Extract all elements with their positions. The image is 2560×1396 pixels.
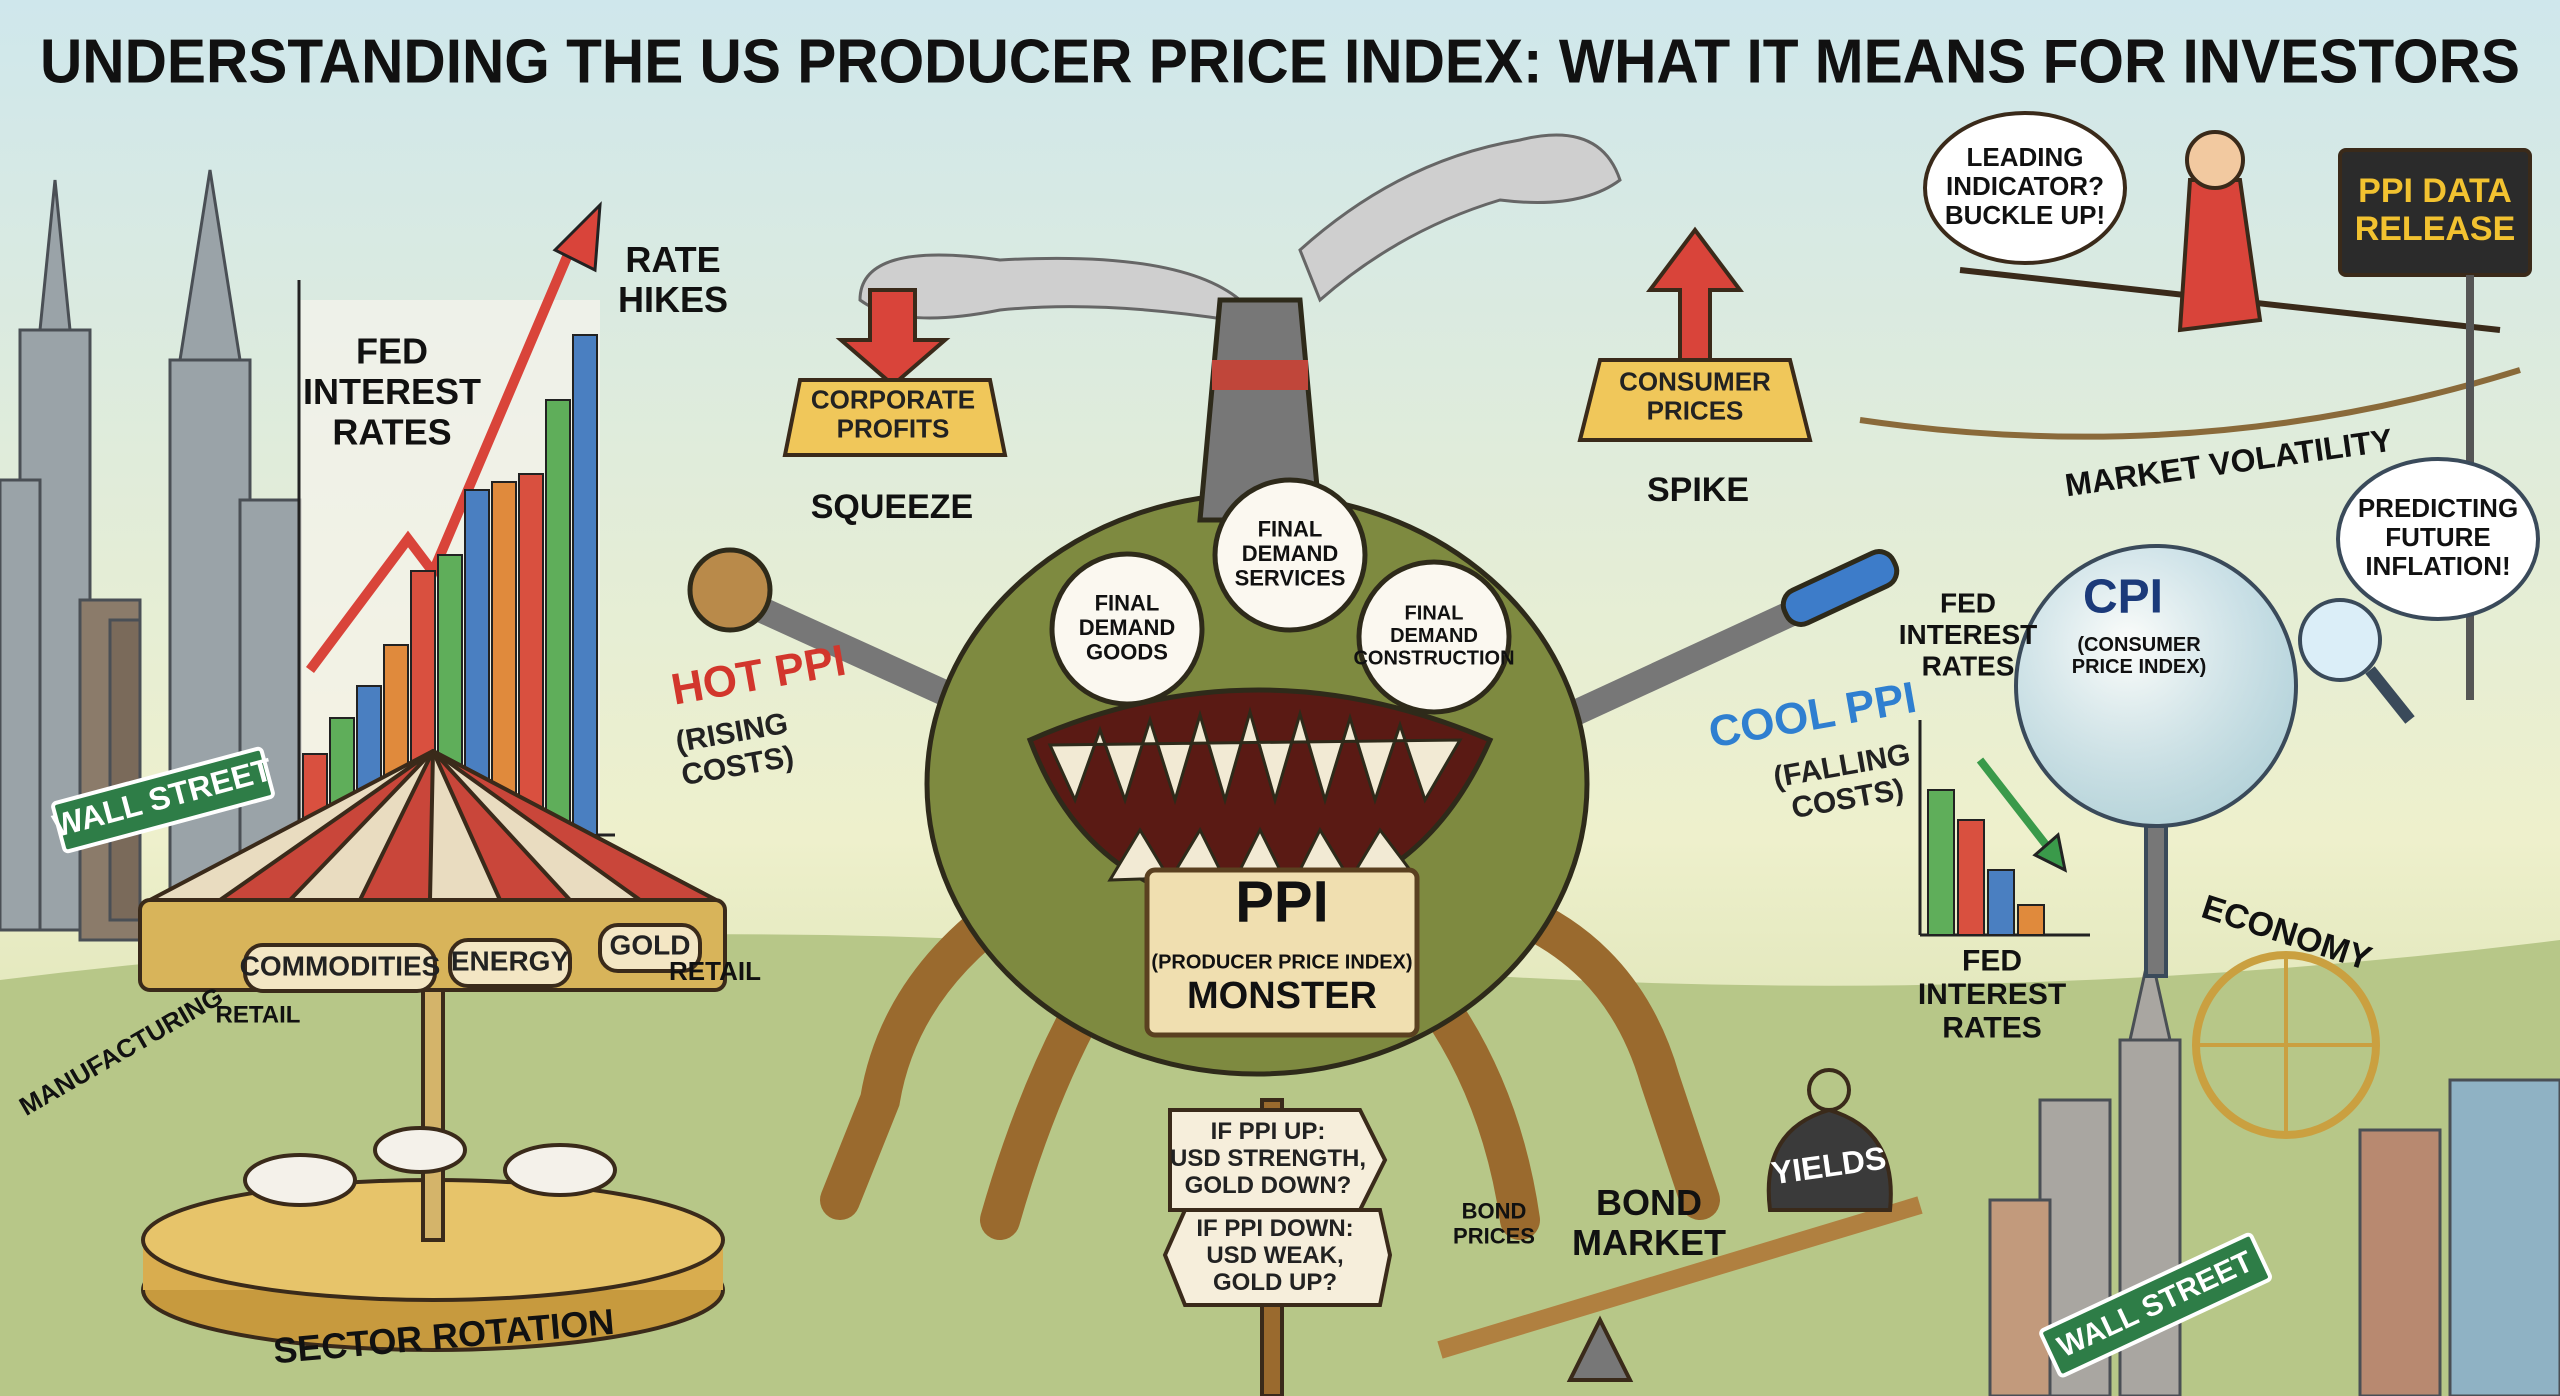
carousel-riders-1: RETAIL	[216, 1001, 301, 1028]
left-chart-label-line: INTEREST	[303, 371, 481, 412]
monster-eyes-0-line: FINAL	[1095, 590, 1160, 615]
monster-eyes-2-line: FINAL	[1405, 603, 1464, 625]
chart-bar-decor	[1927, 789, 1955, 936]
release-sign: PPI DATA RELEASE	[2355, 172, 2516, 248]
carousel-panels-1: ENERGY	[451, 945, 570, 976]
monster-eyes-2-line: CONSTRUCTION	[1353, 648, 1514, 670]
bond-market-title: BOND MARKET	[1572, 1181, 1726, 1262]
sign-boards	[782, 226, 1813, 457]
left-chart-arrow-label-line: HIKES	[618, 279, 728, 320]
monster-eyes-1: FINAL DEMAND SERVICES	[1235, 516, 1346, 590]
monster-eyes-1-line: FINAL	[1258, 516, 1323, 541]
carousel-panels-2: GOLD	[610, 929, 691, 960]
left-chart-arrow-label: RATE HIKES	[618, 238, 728, 319]
corporate-profits-label: SQUEEZE	[811, 488, 973, 526]
jester-scene	[1859, 111, 2532, 700]
chart-bar-decor	[518, 473, 544, 836]
analyst-bubble-line: PREDICTING	[2358, 493, 2518, 523]
title: UNDERSTANDING THE US PRODUCER PRICE INDE…	[40, 27, 2520, 96]
chart-bar-decor	[1987, 869, 2015, 936]
analyst-bubble: PREDICTING FUTURE INFLATION!	[2358, 493, 2518, 581]
bond-market-title-line: MARKET	[1572, 1222, 1726, 1263]
signpost-0-line: IF PPI UP:	[1211, 1118, 1326, 1145]
consumer-prices-sign-line: CONSUMER	[1619, 366, 1771, 396]
cpi-title: CPI	[2083, 571, 2163, 624]
cpi-subtitle: (CONSUMER PRICE INDEX)	[2072, 634, 2206, 678]
jester-bubble-line: LEADING	[1967, 142, 2084, 172]
release-sign-line: RELEASE	[2355, 210, 2516, 248]
bond-market-prices: BOND PRICES	[1453, 1198, 1535, 1248]
right-chart-top-label: FED INTEREST RATES	[1899, 588, 2037, 682]
signpost-1-line: USD WEAK,	[1206, 1242, 1343, 1269]
smoke	[858, 133, 1622, 322]
chart-bar-decor	[2017, 904, 2045, 936]
consumer-prices-sign: CONSUMER PRICES	[1619, 366, 1771, 425]
signpost-0-line: USD STRENGTH,	[1170, 1145, 1366, 1172]
monster-eyes-2: FINAL DEMAND CONSTRUCTION	[1353, 603, 1514, 670]
consumer-prices-sign-line: PRICES	[1647, 395, 1744, 425]
left-chart-label: FED INTEREST RATES	[303, 330, 481, 452]
monster-eyes-0-line: GOODS	[1086, 639, 1168, 664]
monster-eyes-1-line: DEMAND	[1242, 541, 1339, 566]
bond-seesaw	[1437, 1068, 1923, 1382]
chart-bar-decor	[491, 481, 517, 836]
signpost-1-line: IF PPI DOWN:	[1196, 1215, 1353, 1242]
monster-eyes-1-line: SERVICES	[1235, 565, 1346, 590]
monster-plate-1: (PRODUCER PRICE INDEX)	[1151, 951, 1412, 973]
monster-eyes-0-line: DEMAND	[1079, 615, 1176, 640]
bond-market-prices-line: BOND	[1462, 1198, 1527, 1223]
rates-chart-right	[1918, 720, 2090, 937]
corporate-profits-sign-line: CORPORATE	[811, 384, 975, 414]
right-chart-bottom-label-line: FED	[1962, 944, 2022, 977]
left-chart-arrow-label-line: RATE	[625, 238, 720, 279]
corporate-profits-sign: CORPORATE PROFITS	[811, 384, 975, 443]
right-chart-bottom-label-line: INTEREST	[1918, 978, 2066, 1011]
left-chart-label-line: FED	[356, 330, 428, 371]
consumer-prices-label: SPIKE	[1647, 471, 1749, 509]
signpost	[1162, 1098, 1393, 1396]
street-sign-left	[51, 746, 275, 854]
ppi-monster	[687, 297, 1900, 1240]
monster-plate-0: PPI	[1235, 869, 1329, 934]
bond-market-prices-line: PRICES	[1453, 1223, 1535, 1248]
chart-bar-decor	[572, 334, 598, 836]
carousel-riders-2: RETAIL	[669, 956, 761, 986]
corporate-profits-sign-line: PROFITS	[837, 413, 950, 443]
cpi-subtitle-line: PRICE INDEX)	[2072, 656, 2206, 678]
right-chart-top-label-line: INTEREST	[1899, 619, 2037, 650]
carousel-panels-0: COMMODITIES	[240, 950, 441, 981]
jester-bubble-line: BUCKLE UP!	[1945, 200, 2105, 230]
analyst-bubble-line: FUTURE	[2385, 522, 2490, 552]
right-chart-bottom-label-line: RATES	[1942, 1012, 2041, 1045]
right-chart-top-label-line: RATES	[1922, 651, 2015, 682]
right-chart-bottom-label: FED INTEREST RATES	[1918, 944, 2066, 1044]
signpost-0-line: GOLD DOWN?	[1185, 1172, 1352, 1199]
monster-eyes-2-line: DEMAND	[1390, 625, 1478, 647]
chart-bar-decor	[545, 399, 571, 836]
signpost-1: IF PPI DOWN: USD WEAK, GOLD UP?	[1196, 1215, 1353, 1296]
monster-eyes-0: FINAL DEMAND GOODS	[1079, 590, 1176, 664]
jester-bubble: LEADING INDICATOR? BUCKLE UP!	[1945, 142, 2105, 230]
bond-market-title-line: BOND	[1596, 1181, 1702, 1222]
carousel	[138, 748, 727, 1352]
release-sign-line: PPI DATA	[2358, 172, 2512, 210]
signpost-0: IF PPI UP: USD STRENGTH, GOLD DOWN?	[1170, 1118, 1366, 1199]
cpi-globe	[2014, 457, 2540, 1139]
chart-bar-decor	[1957, 819, 1985, 936]
jester-bubble-line: INDICATOR?	[1946, 171, 2104, 201]
monster-plate-2: MONSTER	[1187, 975, 1377, 1017]
analyst-bubble-line: INFLATION!	[2365, 551, 2510, 581]
signpost-1-line: GOLD UP?	[1213, 1269, 1337, 1296]
cpi-subtitle-line: (CONSUMER	[2077, 634, 2201, 656]
street-sign-right	[2039, 1232, 2272, 1378]
left-chart-label-line: RATES	[332, 411, 451, 452]
right-chart-top-label-line: FED	[1940, 588, 1996, 619]
